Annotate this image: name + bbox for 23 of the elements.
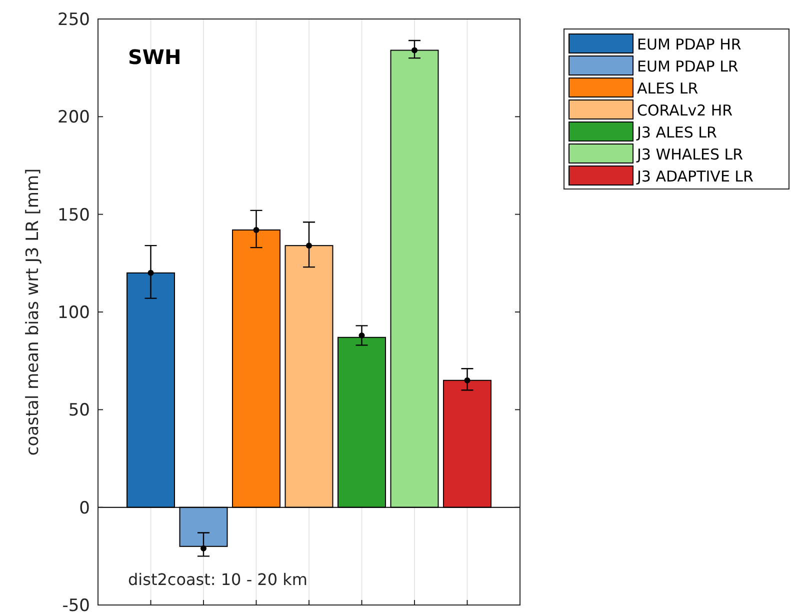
y-tick-label: 100: [58, 302, 90, 323]
legend-label: J3 ALES LR: [636, 123, 717, 142]
point: [464, 377, 470, 384]
y-tick-label: 250: [58, 10, 90, 30]
y-tick-label: 150: [58, 205, 90, 226]
y-tick-label: 200: [58, 108, 90, 128]
legend-label: ALES LR: [637, 79, 698, 98]
annotation: dist2coast: 10 - 20 km: [128, 570, 308, 589]
legend-label: J3 WHALES LR: [636, 145, 744, 164]
point: [412, 47, 418, 54]
point: [200, 545, 206, 552]
legend-label: EUM PDAP LR: [637, 57, 738, 76]
y-tick-label: 50: [68, 400, 90, 421]
legend-label: CORALv2 HR: [637, 101, 733, 120]
y-tick-label: 0: [79, 498, 90, 518]
point: [306, 242, 312, 249]
point: [253, 226, 260, 233]
legend-label: J3 ADAPTIVE LR: [636, 167, 754, 186]
point: [148, 270, 154, 276]
y-tick-label: -50: [62, 596, 90, 615]
legend-label: EUM PDAP HR: [637, 35, 742, 54]
annotation: SWH: [128, 45, 182, 69]
y-axis-title: coastal mean bias wrt J3 LR [mm]: [23, 168, 43, 456]
